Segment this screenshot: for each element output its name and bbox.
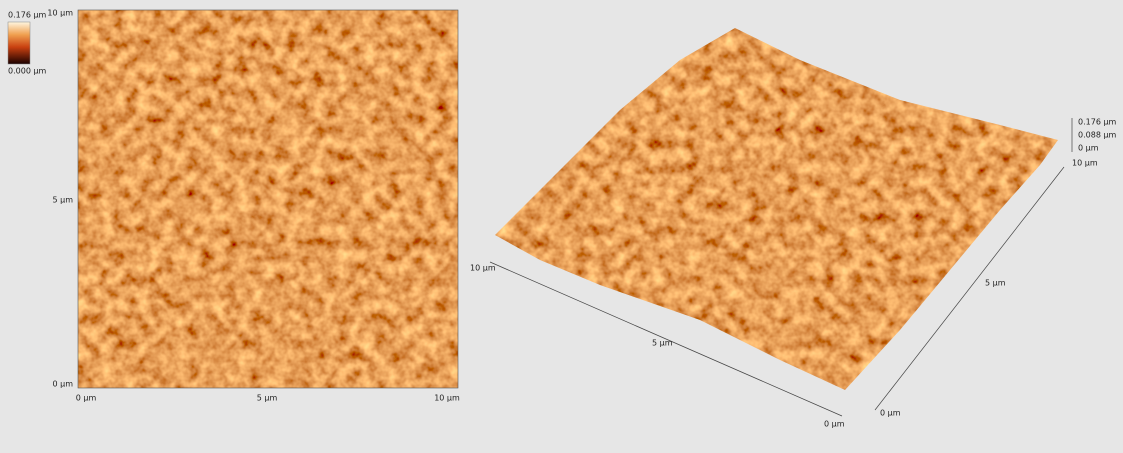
z-label: 0.176 µm <box>1078 118 1117 127</box>
y-label: 5 µm <box>985 279 1006 288</box>
x-label: 0 µm <box>76 394 97 403</box>
y-label: 0 µm <box>880 409 901 418</box>
z-label: 0 µm <box>1078 144 1099 153</box>
y-label: 0 µm <box>52 380 73 389</box>
y-label: 10 µm <box>47 9 73 18</box>
colorbar-min: 0.000 µm <box>8 67 47 76</box>
y-label: 5 µm <box>52 196 73 205</box>
afm-2d-image <box>78 10 458 388</box>
x-label: 10 µm <box>434 394 460 403</box>
afm-viewer: 0.176 µm 0.000 µm 10 µm 5 µm 0 µm 0 µm 5… <box>0 0 1123 453</box>
x-label: 5 µm <box>257 394 278 403</box>
colorbar-max: 0.176 µm <box>8 11 47 20</box>
x-label: 0 µm <box>824 420 845 429</box>
x-label: 10 µm <box>470 264 496 273</box>
colorbar <box>8 22 30 64</box>
x-label: 5 µm <box>652 339 673 348</box>
z-label: 0.088 µm <box>1078 131 1117 140</box>
y-label: 10 µm <box>1072 159 1098 168</box>
